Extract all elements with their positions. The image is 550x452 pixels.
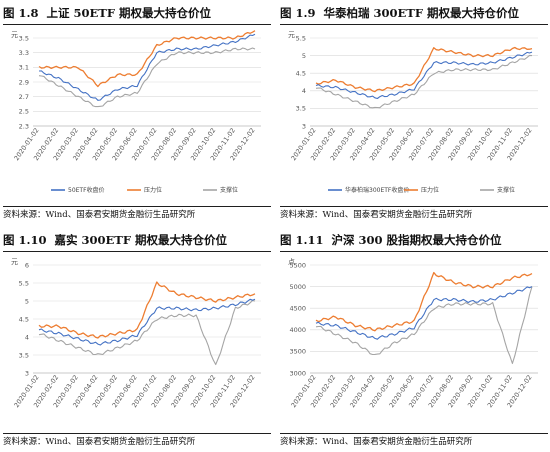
figure-panel-1-11: 图 1.11 沪深 300 股指期权最大持仓价位 点 5500 5000 4500 400… (280, 231, 548, 451)
y-tick-label: 4000 (289, 326, 306, 334)
figure-title: 图 1.9 华泰柏瑞 300ETF 期权最大持仓价位 (280, 4, 548, 25)
chart-area: 点5500500045004000350030002020-01-022020-… (288, 258, 538, 409)
y-tick-label: 2.5 (19, 108, 29, 116)
figure-panel-1-10: 图 1.10 嘉实 300ETF 期权最大持仓价位 元 6 5.5 5 4.5 4 3.5 3 2… (3, 231, 271, 451)
y-tick-label: 2.3 (19, 122, 29, 130)
series-close-line (315, 51, 533, 100)
y-tick-label: 4.5 (19, 315, 29, 323)
y-unit-label: 元 (288, 31, 295, 39)
figure-title: 图 1.8 上证 50ETF 期权最大持仓价位 (3, 4, 271, 25)
y-tick-label: 5.5 (19, 279, 29, 287)
y-tick-label: 5500 (289, 261, 306, 269)
y-tick-label: 3.1 (19, 64, 29, 72)
figure-number: 图 1.10 (3, 233, 47, 247)
y-tick-label: 3 (302, 122, 306, 130)
figure-number: 图 1.9 (280, 6, 316, 20)
figure-title: 图 1.10 嘉实 300ETF 期权最大持仓价位 (3, 231, 271, 252)
figure-panel-1-8: 图 1.8 上证 50ETF 期权最大持仓价位 元 3.5 3.3 3.1 2.9 2.7 2… (3, 4, 271, 226)
y-tick-label: 4 (25, 333, 29, 341)
figure-title: 图 1.11 沪深 300 股指期权最大持仓价位 (280, 231, 548, 252)
figure-caption: 上证 50ETF 期权最大持仓价位 (46, 6, 212, 20)
figure-panel-1-9: 图 1.9 华泰柏瑞 300ETF 期权最大持仓价位 元 5.5 5 4.5 4 3.5 3 2… (280, 4, 548, 226)
series-close-line (38, 298, 256, 346)
y-tick-label: 3.5 (19, 351, 29, 359)
y-tick-label: 4.5 (296, 70, 306, 78)
source-note: 资料来源：Wind、国泰君安期货金融衍生品研究所 (3, 433, 271, 450)
y-unit-label: 点 (288, 258, 295, 266)
series-support-line (315, 54, 533, 109)
chart-area: 元 65.554.543.532020-01-022020-02-022020-0… (11, 258, 261, 409)
chart-area: 元 5.554.543.532020-01-022020-02-022020-03… (288, 31, 538, 194)
y-tick-label: 4 (302, 87, 306, 95)
figure-number: 图 1.8 (3, 6, 39, 20)
y-tick-label: 5 (25, 297, 29, 305)
series-support-line (315, 286, 533, 365)
series-resistance-line (38, 281, 256, 339)
y-tick-label: 5 (302, 52, 306, 60)
y-tick-label: 3 (25, 369, 29, 377)
series-support-line (38, 47, 256, 108)
legend-label: 支撑位 (220, 186, 238, 194)
y-tick-label: 5.5 (296, 34, 306, 42)
series-close-line (38, 33, 256, 101)
legend-label: 50ETF收盘价 (68, 186, 105, 194)
y-tick-label: 4500 (289, 305, 306, 313)
legend-label: 华泰柏瑞300ETF收盘价 (345, 186, 409, 194)
legend-label: 支撑位 (497, 186, 515, 194)
series-support-line (38, 300, 256, 366)
y-tick-label: 3500 (289, 348, 306, 356)
y-tick-label: 5000 (289, 283, 306, 291)
series-resistance-line (38, 30, 256, 88)
y-unit-label: 元 (11, 258, 18, 266)
y-tick-label: 2.7 (19, 93, 29, 101)
series-resistance-line (315, 46, 533, 93)
legend-label: 压力位 (144, 186, 162, 194)
series-resistance-line (315, 271, 533, 332)
legend-label: 压力位 (421, 186, 439, 194)
y-tick-label: 3.3 (19, 49, 29, 57)
figure-caption: 嘉实 300ETF 期权最大持仓价位 (54, 233, 228, 247)
series-close-line (315, 286, 533, 340)
figure-caption: 华泰柏瑞 300ETF 期权最大持仓价位 (323, 6, 520, 20)
y-tick-label: 3.5 (19, 34, 29, 42)
y-tick-label: 6 (25, 261, 29, 269)
y-tick-label: 3000 (289, 369, 306, 377)
chart-area: 元 3.53.33.12.92.72.52.32020-01-022020-02-… (11, 30, 261, 194)
y-unit-label: 元 (11, 31, 18, 39)
source-note: 资料来源：Wind、国泰君安期货金融衍生品研究所 (280, 433, 548, 450)
y-tick-label: 2.9 (19, 78, 29, 86)
source-note: 资料来源：Wind、国泰君安期货金融衍生品研究所 (3, 206, 271, 223)
figure-number: 图 1.11 (280, 233, 324, 247)
y-tick-label: 3.5 (296, 105, 306, 113)
source-note: 资料来源：Wind、国泰君安期货金融衍生品研究所 (280, 206, 548, 223)
figure-caption: 沪深 300 股指期权最大持仓价位 (331, 233, 502, 247)
